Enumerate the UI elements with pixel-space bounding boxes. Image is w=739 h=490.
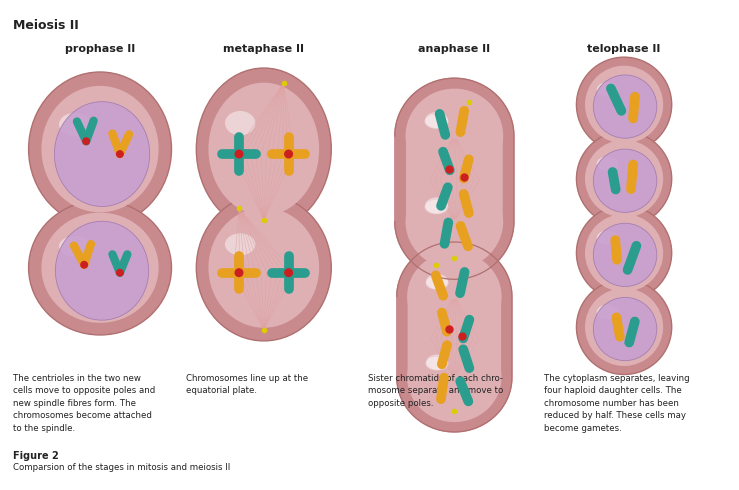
Polygon shape [395, 78, 514, 279]
Text: Comparsion of the stages in mitosis and meiosis II: Comparsion of the stages in mitosis and … [13, 464, 230, 472]
Text: Meiosis II: Meiosis II [13, 19, 78, 31]
Ellipse shape [407, 333, 502, 422]
Ellipse shape [41, 86, 159, 212]
Ellipse shape [596, 231, 618, 245]
Ellipse shape [576, 57, 672, 152]
Text: Sister chromatids of each chro-
mosome separate and move to
opposite poles.: Sister chromatids of each chro- mosome s… [368, 373, 503, 408]
Ellipse shape [59, 236, 91, 256]
Text: The centrioles in the two new
cells move to opposite poles and
new spindle fibre: The centrioles in the two new cells move… [13, 373, 155, 433]
Ellipse shape [197, 68, 331, 230]
Circle shape [117, 270, 123, 276]
Text: The cytoplasm separates, leaving
four haploid daughter cells. The
chromosome num: The cytoplasm separates, leaving four ha… [544, 373, 689, 433]
Circle shape [81, 262, 87, 268]
Ellipse shape [406, 89, 503, 183]
Text: telophase II: telophase II [588, 44, 661, 54]
Ellipse shape [406, 174, 503, 269]
Ellipse shape [55, 221, 149, 320]
Ellipse shape [55, 101, 150, 206]
Ellipse shape [29, 200, 171, 335]
Ellipse shape [397, 322, 512, 432]
Ellipse shape [585, 140, 663, 218]
Ellipse shape [596, 82, 618, 97]
Text: Chromosomes line up at the
equatorial plate.: Chromosomes line up at the equatorial pl… [186, 373, 308, 395]
Circle shape [285, 150, 293, 158]
Ellipse shape [29, 72, 171, 226]
Circle shape [235, 150, 243, 158]
Polygon shape [409, 253, 500, 421]
Ellipse shape [395, 78, 514, 194]
Ellipse shape [397, 242, 512, 351]
Circle shape [285, 269, 293, 276]
Ellipse shape [41, 213, 159, 323]
Ellipse shape [407, 252, 502, 342]
Ellipse shape [585, 288, 663, 366]
Ellipse shape [425, 200, 449, 214]
Ellipse shape [593, 297, 657, 361]
Ellipse shape [596, 305, 618, 319]
Ellipse shape [576, 131, 672, 226]
Circle shape [83, 138, 89, 145]
Circle shape [117, 151, 123, 157]
Ellipse shape [593, 223, 657, 287]
Ellipse shape [197, 195, 331, 341]
Ellipse shape [576, 280, 672, 374]
Ellipse shape [426, 274, 448, 289]
Ellipse shape [225, 111, 256, 135]
Text: anaphase II: anaphase II [418, 44, 491, 54]
Text: Figure 2: Figure 2 [13, 451, 58, 461]
Polygon shape [397, 242, 512, 432]
Ellipse shape [593, 149, 657, 212]
Ellipse shape [208, 83, 319, 216]
Ellipse shape [425, 112, 448, 128]
Ellipse shape [585, 66, 663, 144]
Ellipse shape [425, 197, 448, 214]
Ellipse shape [425, 114, 449, 129]
Ellipse shape [426, 276, 449, 290]
Ellipse shape [585, 214, 663, 292]
Ellipse shape [59, 113, 91, 136]
Ellipse shape [576, 205, 672, 300]
Text: prophase II: prophase II [65, 44, 135, 54]
Ellipse shape [208, 208, 319, 328]
Text: metaphase II: metaphase II [223, 44, 304, 54]
Ellipse shape [426, 357, 449, 370]
Ellipse shape [225, 233, 256, 255]
Ellipse shape [593, 75, 657, 138]
Ellipse shape [395, 164, 514, 279]
Ellipse shape [596, 156, 618, 171]
Circle shape [235, 269, 243, 276]
Ellipse shape [426, 355, 448, 370]
Polygon shape [406, 90, 502, 268]
